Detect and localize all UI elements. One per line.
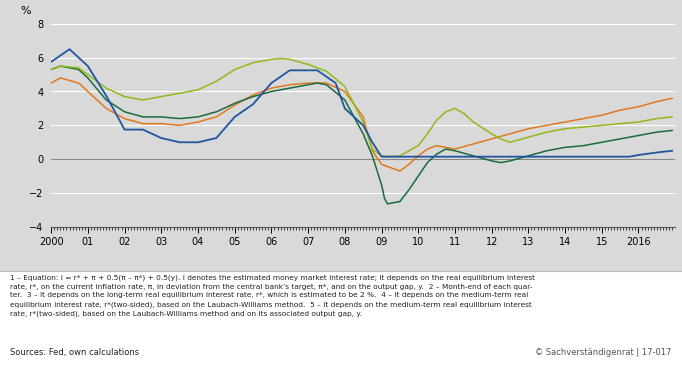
Legend: Federal funds rate², Standard Taylor rule³, Yellen Taylor rule⁴, Consistent Yell: Federal funds rate², Standard Taylor rul… bbox=[106, 276, 621, 292]
Text: Sources: Fed, own calculations: Sources: Fed, own calculations bbox=[10, 348, 139, 357]
Text: 1 – Equation: i = r* + π + 0.5(π – π*) + 0.5(y). i denotes the estimated money m: 1 – Equation: i = r* + π + 0.5(π – π*) +… bbox=[10, 274, 535, 317]
Text: © Sachverständigenrat | 17-017: © Sachverständigenrat | 17-017 bbox=[535, 348, 672, 357]
Text: %: % bbox=[20, 5, 31, 16]
